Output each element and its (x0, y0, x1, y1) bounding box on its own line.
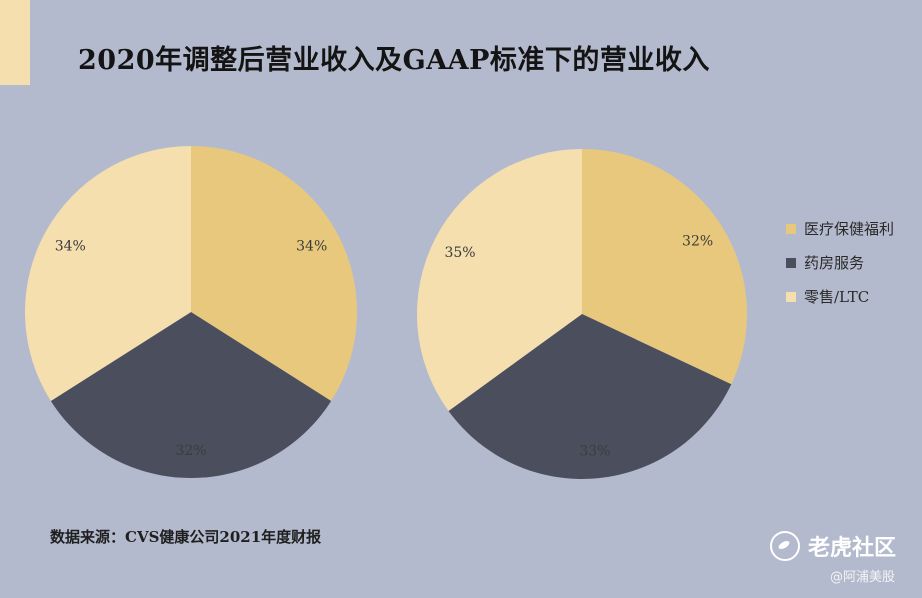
pie-1-slice-pharmacy-services (50, 312, 332, 479)
watermark: 老虎社区 (770, 530, 896, 562)
legend-item-retail-ltc: 零售/LTC (786, 288, 894, 306)
pie-2-label-retail-ltc: 35% (444, 245, 475, 261)
pie-1-slice-healthcare-benefits (191, 146, 358, 401)
legend-label: 零售/LTC (804, 288, 870, 306)
pie-1-label-healthcare-benefits: 34% (296, 239, 327, 255)
pie-1-slice-retail-ltc (24, 146, 191, 401)
legend-swatch (786, 291, 796, 302)
pie-1-label-pharmacy-services: 32% (175, 443, 206, 459)
watermark-brand: 老虎社区 (808, 536, 897, 561)
pie-2-label-healthcare-benefits: 32% (682, 234, 713, 250)
source-note: 数据来源：CVS健康公司2021年度财报 (50, 528, 322, 546)
pie-2-slice-healthcare-benefits (582, 149, 748, 385)
legend-label: 医疗保健福利 (804, 220, 895, 238)
legend: 医疗保健福利 药房服务 零售/LTC (786, 220, 894, 322)
legend-item-pharmacy-services: 药房服务 (786, 254, 894, 272)
pie-2-slice-pharmacy-services (448, 314, 732, 480)
watermark-handle: @阿浦美股 (830, 570, 896, 585)
legend-swatch (786, 257, 796, 268)
pie-2-label-pharmacy-services: 33% (579, 443, 610, 459)
legend-swatch (786, 223, 796, 234)
legend-item-healthcare-benefits: 医疗保健福利 (786, 220, 895, 238)
tiger-logo-icon (770, 531, 800, 561)
legend-label: 药房服务 (804, 254, 865, 272)
accent-bar (0, 0, 30, 85)
chart-title: 2020年调整后营业收入及GAAP标准下的营业收入 (78, 45, 710, 76)
pie-1-label-retail-ltc: 34% (55, 239, 86, 255)
pie-2-slice-retail-ltc (417, 149, 582, 411)
